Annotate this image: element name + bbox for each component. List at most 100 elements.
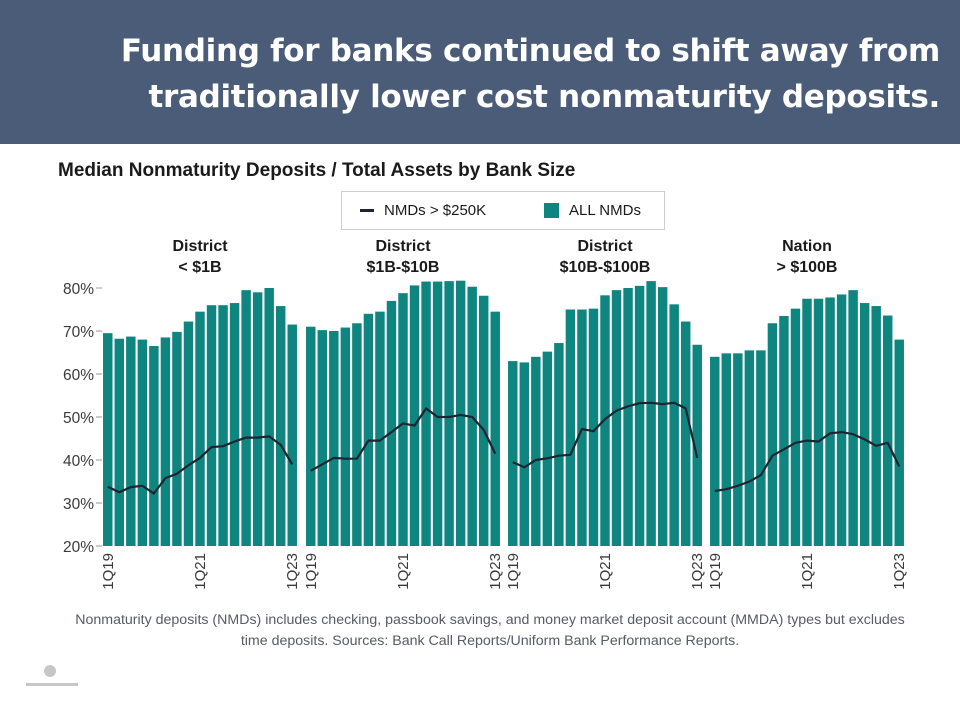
x-tick-label: 1Q23	[891, 553, 908, 590]
legend-item-nmds-250k: NMDs > $250K	[360, 192, 486, 229]
series-line-nmds-250k	[107, 435, 294, 495]
panel-title-line2: < $1B	[178, 259, 221, 276]
bar	[409, 285, 420, 546]
bar	[114, 338, 125, 546]
x-tick-label: 1Q19	[707, 553, 724, 590]
x-tick-label: 1Q21	[597, 553, 614, 590]
series-line-nmds-250k	[512, 401, 699, 469]
bar	[386, 300, 397, 546]
decorative-dot	[44, 665, 56, 677]
bar	[790, 308, 801, 546]
bar	[455, 280, 466, 546]
x-tick-label: 1Q23	[284, 553, 301, 590]
bar	[657, 287, 668, 546]
bar	[478, 295, 489, 546]
bar	[554, 343, 564, 546]
decorative-underline	[26, 683, 78, 686]
bar	[825, 297, 835, 546]
bar	[241, 290, 251, 546]
bar	[813, 298, 824, 546]
chart-title: Median Nonmaturity Deposits / Total Asse…	[58, 160, 576, 181]
bar	[508, 361, 518, 546]
bar	[767, 323, 778, 546]
footnote: Nonmaturity deposits (NMDs) includes che…	[75, 612, 905, 649]
bar	[252, 292, 263, 546]
bar	[836, 294, 847, 546]
bar	[802, 298, 812, 546]
bar	[229, 303, 240, 546]
y-tick-label: 60%	[63, 367, 94, 384]
bar	[329, 331, 339, 546]
bar	[317, 330, 328, 546]
bar	[611, 290, 622, 546]
bar	[340, 327, 351, 546]
chart-legend: NMDs > $250K ALL NMDs	[341, 191, 665, 230]
bar	[287, 324, 297, 546]
panel-title-line1: District	[577, 238, 633, 255]
panel-title-line1: Nation	[782, 238, 832, 255]
bar	[306, 326, 316, 546]
x-tick-label: 1Q21	[799, 553, 816, 590]
bar	[623, 288, 633, 546]
bar-swatch-icon	[544, 203, 559, 218]
line-swatch-icon	[360, 209, 374, 212]
bar	[588, 308, 599, 546]
legend-label-bar: ALL NMDs	[569, 202, 641, 219]
header-banner: Funding for banks continued to shift awa…	[0, 0, 960, 144]
bar	[894, 339, 904, 546]
bar	[531, 356, 541, 546]
bar	[721, 353, 732, 546]
bar	[126, 336, 136, 546]
bar	[149, 346, 159, 546]
bar	[218, 305, 228, 546]
bar	[398, 293, 408, 546]
bar	[160, 337, 171, 546]
bar	[542, 351, 553, 546]
bar	[669, 304, 679, 546]
panel-title-line2: $10B-$100B	[560, 259, 651, 276]
x-tick-label: 1Q19	[303, 553, 320, 590]
bar	[421, 281, 431, 546]
series-line-nmds-250k	[310, 407, 497, 472]
bar	[710, 356, 720, 546]
bar	[363, 313, 374, 546]
y-tick-label: 80%	[63, 281, 94, 298]
slide-headline: Funding for banks continued to shift awa…	[120, 33, 940, 115]
legend-label-line: NMDs > $250K	[384, 202, 487, 219]
x-tick-label: 1Q23	[689, 553, 706, 590]
bar	[733, 353, 743, 546]
bar	[692, 344, 702, 546]
bar	[172, 331, 182, 546]
y-tick-label: 20%	[63, 539, 94, 556]
panel-title-line1: District	[172, 238, 228, 255]
y-tick-label: 70%	[63, 324, 94, 341]
bar	[744, 350, 755, 546]
bar	[882, 315, 893, 546]
bar	[432, 281, 443, 546]
bar	[871, 306, 881, 546]
bar	[375, 311, 385, 546]
bar	[264, 288, 274, 546]
bar	[859, 303, 870, 546]
bar	[183, 321, 194, 546]
x-tick-label: 1Q19	[505, 553, 522, 590]
x-tick-label: 1Q23	[487, 553, 504, 590]
bar	[352, 323, 362, 546]
panel-title-line1: District	[375, 238, 431, 255]
y-tick-label: 30%	[63, 496, 94, 513]
panel-title-line2: $1B-$10B	[367, 259, 440, 276]
bar	[490, 311, 500, 546]
bar	[680, 321, 691, 546]
bar	[634, 285, 645, 546]
x-tick-label: 1Q21	[395, 553, 412, 590]
panel-title-line2: > $100B	[777, 259, 838, 276]
bar	[779, 315, 789, 546]
legend-item-all-nmds: ALL NMDs	[544, 192, 641, 229]
bar	[103, 333, 113, 546]
bar	[646, 281, 656, 546]
bar	[565, 309, 576, 546]
bar	[206, 305, 217, 546]
bar	[756, 350, 766, 546]
bar	[137, 339, 148, 546]
bar	[519, 362, 530, 546]
